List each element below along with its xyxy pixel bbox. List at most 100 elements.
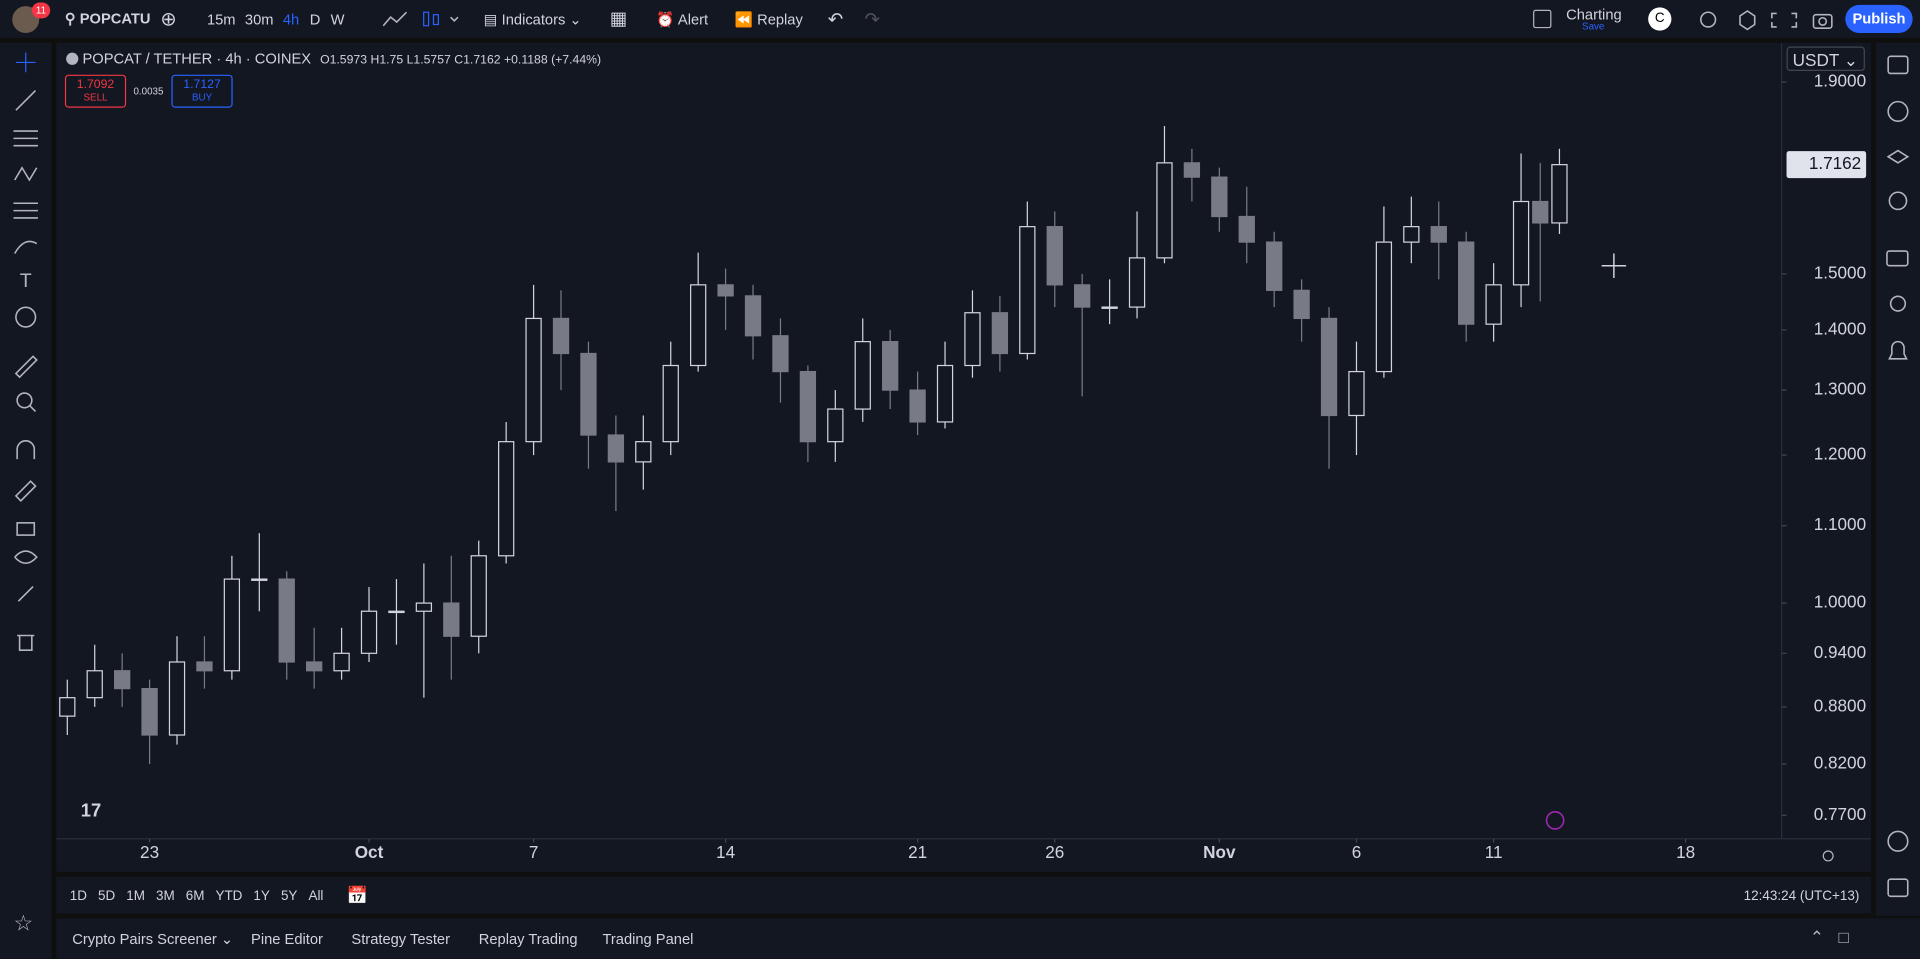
candle-body (1046, 226, 1063, 286)
publish-button[interactable]: Publish (1845, 4, 1913, 34)
range-bar (56, 876, 1872, 914)
candle-body (443, 602, 460, 637)
sell-button[interactable]: 1.7092 SELL (64, 74, 127, 108)
x-tick-label: 21 (908, 842, 927, 862)
interval-30m[interactable]: 30m (244, 11, 274, 29)
candle-body (1375, 241, 1393, 373)
range-button[interactable]: All (308, 888, 324, 904)
y-tick-label: 0.8200 (1814, 753, 1866, 773)
range-button[interactable]: 1M (126, 888, 145, 904)
candle-body (168, 661, 186, 736)
axis-settings[interactable] (1822, 850, 1834, 862)
y-tick-label: 1.3000 (1814, 379, 1866, 399)
candle-body (690, 284, 707, 367)
bottom-panel (56, 918, 1920, 959)
drawing-tool-icons[interactable]: T (0, 43, 51, 937)
candle-body (1532, 200, 1549, 224)
range-buttons: 1D 5D 1M 3M 6M YTD 1Y 5Y All (70, 889, 335, 904)
candle-body (607, 434, 625, 463)
candle-body (1485, 284, 1502, 325)
interval-w[interactable]: W (330, 11, 345, 29)
candle-body (552, 317, 570, 355)
tab-trading[interactable]: Trading Panel (602, 930, 694, 948)
range-button[interactable]: 6M (185, 888, 205, 904)
svg-text:T: T (20, 270, 32, 292)
legend-change: +0.1188 (+7.44%) (503, 53, 602, 68)
interval-4h[interactable]: 4h (282, 11, 300, 29)
candle-body (1512, 200, 1530, 286)
candle-body (498, 441, 515, 557)
account-avatar[interactable]: C (1648, 7, 1672, 31)
spread: 0.0035 (133, 85, 164, 97)
templates-button[interactable]: ▦ (609, 8, 628, 30)
candle-body (854, 341, 871, 410)
undo-button[interactable]: ↶ (827, 9, 844, 31)
replay-button[interactable]: ⏪ Replay (734, 11, 803, 29)
tab-strategy[interactable]: Strategy Tester (351, 930, 450, 948)
tab-pine[interactable]: Pine Editor (251, 930, 323, 948)
candle-body (1238, 215, 1255, 243)
candle-body (360, 610, 378, 654)
candle-body (1458, 241, 1475, 325)
candle-body (223, 578, 241, 672)
candle-body (1266, 241, 1283, 291)
last-price-box (1786, 151, 1867, 179)
layout-name[interactable]: Charting (1566, 6, 1622, 24)
legend-c: C (454, 53, 464, 68)
candle-body (991, 312, 1009, 355)
y-tick-label: 0.7700 (1814, 804, 1866, 824)
candle-body (1211, 176, 1228, 218)
candle-body (1101, 306, 1118, 309)
candle-body (744, 295, 762, 337)
candle-body (333, 652, 350, 672)
legend-title: POPCAT / TETHER · 4h · COINEX (82, 50, 312, 68)
candle-body (306, 661, 323, 672)
save-label[interactable]: Save (1582, 20, 1605, 32)
interval-15m[interactable]: 15m (206, 11, 236, 29)
legend-open: 1.5973 (329, 53, 368, 68)
top-toolbar (0, 0, 1920, 38)
currency-selector[interactable]: USDT ⌄ (1786, 46, 1865, 72)
tab-replay[interactable]: Replay Trading (478, 930, 578, 948)
candle-body (1551, 164, 1568, 224)
chart-pane (56, 42, 1872, 872)
candle-body (580, 352, 597, 436)
sidebar-icons[interactable] (1876, 43, 1920, 937)
layout-checkbox[interactable] (1533, 9, 1552, 29)
candle-body (1293, 289, 1310, 320)
x-tick-label: 18 (1676, 842, 1695, 862)
range-button[interactable]: 1D (69, 888, 88, 904)
redo-button[interactable]: ↷ (864, 9, 880, 31)
range-button[interactable]: 1Y (253, 888, 270, 904)
range-button[interactable]: 5Y (280, 888, 298, 904)
candle-body (772, 335, 789, 373)
alert-label: Alert (677, 11, 709, 29)
chart-style-icons[interactable] (380, 7, 466, 31)
sell-label: SELL (83, 91, 108, 103)
currency: USDT (1792, 50, 1840, 70)
range-button[interactable]: YTD (215, 888, 243, 904)
candle-body (525, 317, 542, 443)
sell-price: 1.7092 (76, 78, 115, 92)
range-button[interactable]: 3M (156, 888, 175, 904)
favorites-star[interactable]: ☆ (13, 911, 34, 936)
compare-button[interactable]: ⊕ (160, 9, 177, 31)
symbol-search[interactable]: ⚲ POPCATU (64, 9, 151, 27)
interval-d[interactable]: D (309, 11, 321, 29)
candle-body (1320, 317, 1338, 417)
panel-controls[interactable]: ⌃ □ (1809, 926, 1849, 947)
legend-close: 1.7162 (463, 53, 501, 68)
date-range-button[interactable]: 📅 (346, 885, 368, 905)
indicators-button[interactable]: ▤ Indicators ⌄ (483, 11, 582, 29)
alert-button[interactable]: ⏰ Alert (656, 11, 709, 29)
buy-button[interactable]: 1.7127 BUY (171, 74, 233, 108)
candle-body (1183, 162, 1201, 178)
buy-label: BUY (191, 91, 213, 103)
candle-body (86, 670, 103, 699)
y-tick-label: 0.9400 (1814, 642, 1866, 662)
range-button[interactable]: 5D (98, 888, 116, 904)
tab-screener[interactable]: Crypto Pairs Screener ⌄ (72, 930, 234, 948)
legend-h: H (370, 53, 380, 68)
legend-high: 1.75 (379, 53, 404, 68)
